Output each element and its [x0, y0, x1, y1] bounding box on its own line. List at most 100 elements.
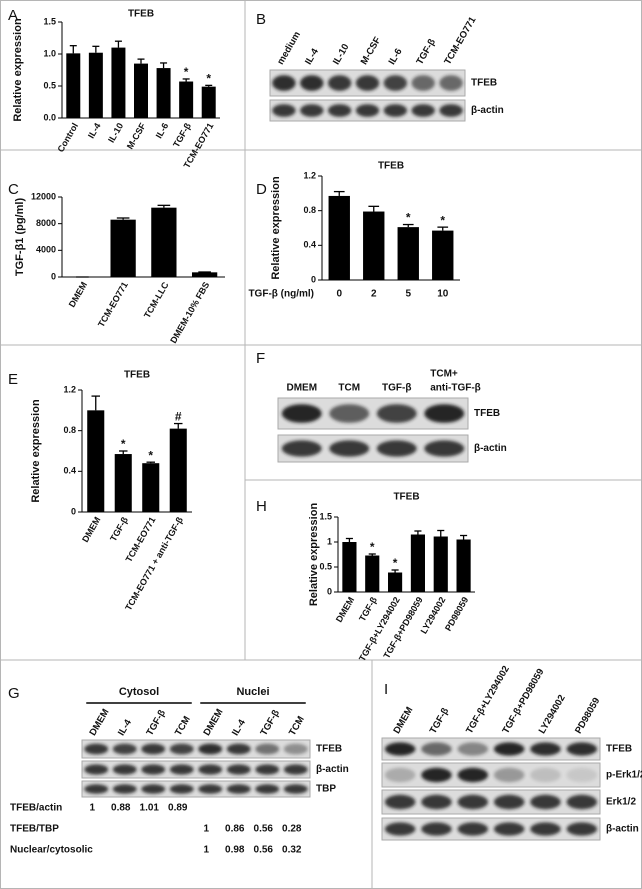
blot-strip — [381, 762, 601, 788]
row-label: TFEB — [316, 744, 342, 755]
quant-label: Nuclear/cytosolic — [10, 845, 93, 856]
bar — [169, 428, 187, 512]
quant-value: 0.89 — [168, 803, 188, 814]
blot-band — [530, 822, 561, 836]
blot-band — [327, 104, 352, 117]
bar — [87, 410, 105, 512]
lane-label: DMEM — [88, 707, 112, 738]
significance-mark: * — [184, 65, 189, 79]
row-label: β-actin — [606, 824, 639, 835]
row-label: TFEB — [606, 744, 632, 755]
blot-band — [272, 75, 296, 91]
panel-letter: F — [256, 350, 265, 367]
y-tick-label: 0.8 — [303, 205, 316, 215]
lane-label: TGF-β — [428, 706, 452, 736]
blot-band — [141, 784, 166, 794]
bar — [410, 534, 425, 592]
blot-band — [84, 784, 109, 794]
bar — [110, 219, 136, 277]
blot-band — [169, 764, 194, 775]
quant-value: 0.88 — [111, 803, 131, 814]
blot-band — [439, 75, 463, 91]
significance-mark: * — [393, 556, 398, 570]
blot-band — [566, 794, 598, 810]
blot-band — [457, 767, 489, 783]
y-axis-label: Relative expression — [12, 18, 24, 122]
blot-band — [169, 784, 194, 794]
bar — [397, 227, 419, 280]
panel-letter: G — [8, 685, 20, 702]
blot-band — [384, 794, 416, 810]
row-label: β-actin — [471, 105, 504, 116]
x-tick-label: DMEM — [80, 515, 102, 544]
y-axis-label: TGF-β1 (pg/ml) — [14, 198, 26, 277]
lane-label: TCM — [173, 714, 193, 737]
row-label: TBP — [316, 784, 336, 795]
blot-band — [226, 784, 251, 794]
blot-band — [198, 743, 223, 755]
quant-value: 0.56 — [254, 824, 274, 835]
blot-band — [226, 764, 251, 775]
bar — [342, 542, 357, 592]
panel-letter: C — [8, 181, 19, 198]
x-tick-label: 0 — [336, 289, 342, 300]
blot-band — [255, 784, 280, 794]
bar — [432, 230, 454, 280]
y-tick-label: 1.5 — [319, 511, 332, 521]
blot-band — [421, 742, 452, 756]
quant-value: 0.98 — [225, 845, 245, 856]
x-axis-label: TGF-β (ng/ml) — [248, 289, 314, 300]
lane-label: DMEM — [391, 705, 415, 736]
blot-band — [329, 440, 370, 457]
y-tick-label: 1.2 — [63, 384, 76, 394]
blot-band — [281, 440, 322, 457]
blot-band — [169, 743, 194, 755]
blot-band — [84, 743, 109, 755]
bar — [365, 555, 380, 592]
blot-band — [84, 764, 109, 775]
bar — [388, 572, 403, 592]
blot-band — [530, 794, 561, 810]
blot-band — [141, 743, 166, 755]
lane-label: TGF-β — [382, 383, 411, 394]
bar — [114, 454, 132, 512]
blot-band — [255, 764, 280, 775]
significance-mark: * — [121, 437, 126, 451]
quant-value: 0.86 — [225, 824, 245, 835]
blot-band — [411, 104, 435, 117]
blot-band — [329, 404, 370, 423]
y-axis-label: Relative expression — [270, 176, 282, 280]
quant-value: 0.28 — [282, 824, 302, 835]
blot-band — [255, 743, 280, 755]
quant-value: 1 — [203, 845, 209, 856]
bar — [111, 47, 126, 118]
significance-mark: * — [206, 72, 211, 86]
x-tick-label: 5 — [405, 289, 411, 300]
chart-title: TFEB — [124, 370, 150, 381]
bar — [363, 211, 385, 280]
panel-letter: A — [8, 7, 18, 24]
blot-band — [281, 404, 322, 423]
chart-title: TFEB — [393, 492, 419, 503]
panel-letter: I — [384, 681, 388, 698]
x-tick-label: DMEM — [334, 595, 356, 624]
significance-mark: * — [148, 448, 153, 462]
blot-band — [530, 742, 561, 756]
panel-letter: D — [256, 181, 267, 198]
bar — [156, 68, 171, 118]
x-tick-label: TCM-LLC — [142, 280, 171, 320]
lane-label: TCM+ — [430, 369, 458, 380]
row-label: Erk1/2 — [606, 797, 636, 808]
x-tick-label: DMEM — [67, 280, 89, 309]
blot-band — [376, 404, 417, 423]
blot-band — [421, 794, 452, 810]
blot-band — [355, 104, 380, 117]
row-label: p-Erk1/2 — [606, 770, 642, 781]
y-tick-label: 12000 — [31, 191, 56, 201]
blot-band — [141, 764, 166, 775]
y-axis-label: Relative expression — [308, 503, 320, 607]
quant-label: TFEB/actin — [10, 803, 62, 814]
blot-band — [112, 784, 137, 794]
lane-label: TGF-β — [259, 708, 283, 738]
